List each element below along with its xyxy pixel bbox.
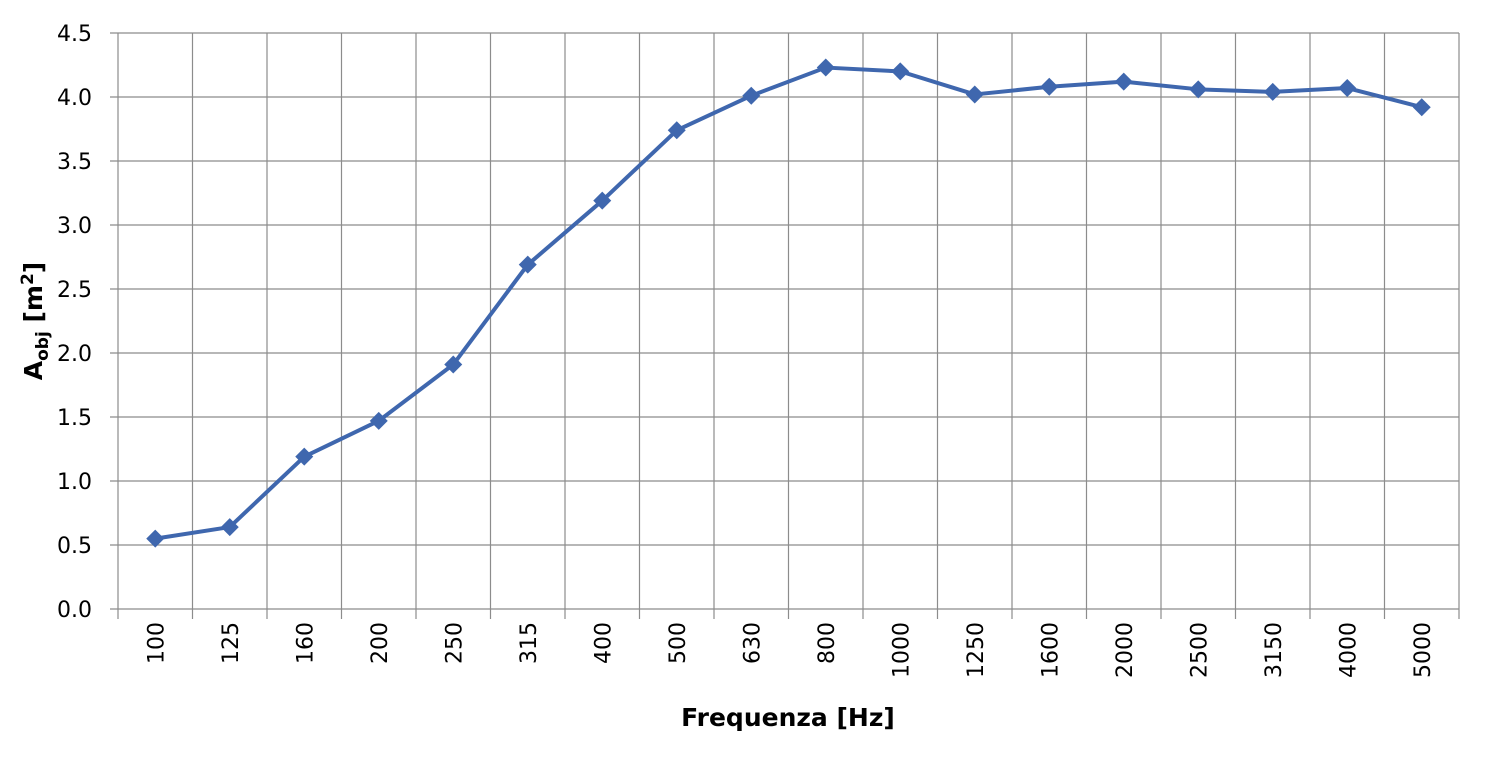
x-tick-label: 1600 (1038, 622, 1063, 678)
x-tick-label: 1250 (964, 622, 989, 678)
data-marker (220, 518, 239, 537)
data-marker (593, 191, 612, 210)
x-tick-label: 4000 (1336, 622, 1361, 678)
data-line (154, 65, 1423, 541)
data-marker (1189, 80, 1208, 99)
y-axis-title-end: ] (19, 262, 48, 273)
y-axis-title-unit: [m (19, 285, 48, 331)
x-tick-label: 630 (740, 622, 765, 664)
data-marker (891, 62, 910, 81)
y-tick-label: 0.0 (57, 598, 92, 623)
x-tick-label: 3150 (1262, 622, 1287, 678)
data-marker (369, 411, 388, 430)
x-axis-title: Frequenza [Hz] (681, 703, 895, 732)
data-marker (518, 255, 537, 274)
data-marker (965, 85, 984, 104)
y-axis-title-sup: 2 (18, 273, 38, 285)
data-marker (1263, 82, 1282, 101)
x-tick-label: 160 (293, 622, 318, 664)
data-marker (295, 447, 314, 466)
data-marker (1412, 98, 1431, 117)
y-axis-title-sub: obj (33, 331, 53, 361)
y-tick-label: 1.5 (57, 406, 92, 431)
x-tick-label: 200 (368, 622, 393, 664)
data-marker (1338, 79, 1357, 98)
data-marker (816, 58, 835, 77)
x-tick-label: 315 (517, 622, 542, 664)
data-marker (146, 529, 165, 548)
y-tick-label: 3.0 (57, 214, 92, 239)
y-tick-label: 4.5 (57, 22, 92, 47)
data-marker (742, 86, 761, 105)
x-tick-label: 2000 (1113, 622, 1138, 678)
x-tick-label: 800 (815, 622, 840, 664)
data-marker (444, 355, 463, 374)
x-tick-label: 2500 (1187, 622, 1212, 678)
y-axis-title-main: A (19, 360, 48, 380)
x-tick-label: 100 (144, 622, 169, 664)
y-tick-label: 1.0 (57, 470, 92, 495)
y-axis-title: Aobj [m2] (18, 262, 53, 381)
x-tick-label: 250 (442, 622, 467, 664)
y-tick-label: 4.0 (57, 86, 92, 111)
y-tick-label: 3.5 (57, 150, 92, 175)
x-tick-label: 400 (591, 622, 616, 664)
x-tick-label: 500 (666, 622, 691, 664)
x-tick-label: 5000 (1411, 622, 1436, 678)
y-tick-label: 2.5 (57, 278, 92, 303)
y-tick-label: 2.0 (57, 342, 92, 367)
x-tick-label: 1000 (889, 622, 914, 678)
data-marker (667, 121, 686, 140)
x-tick-label: 125 (219, 622, 244, 664)
y-tick-label: 0.5 (57, 534, 92, 559)
data-marker (1114, 72, 1133, 91)
data-marker (1040, 77, 1059, 96)
